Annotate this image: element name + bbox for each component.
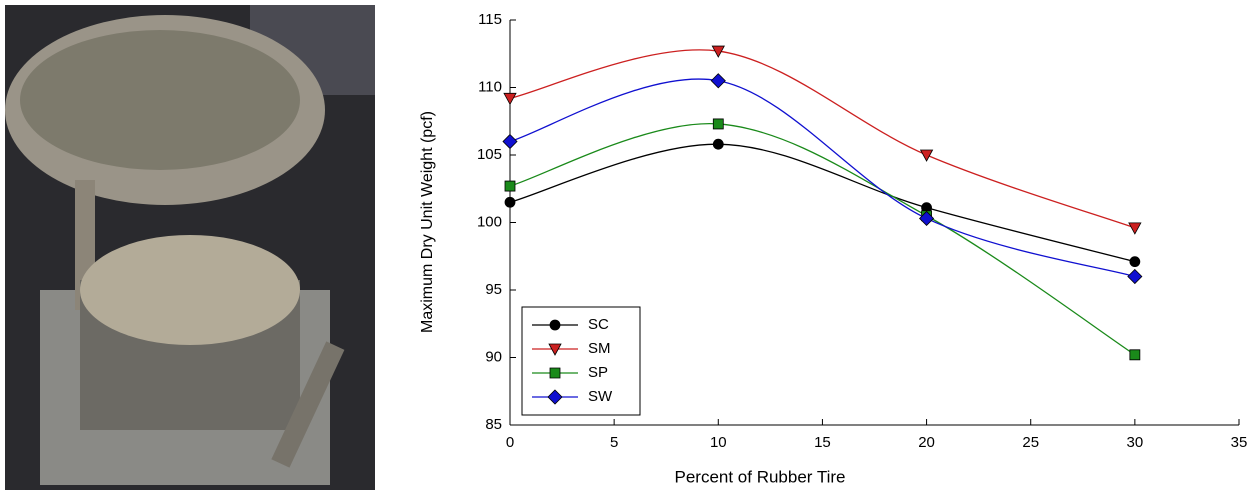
series-line: [509, 78, 1136, 278]
marker: [548, 343, 562, 356]
x-axis-label: Percent of Rubber Tire: [674, 467, 845, 486]
marker: [712, 138, 724, 150]
legend-label: SM: [588, 340, 611, 357]
marker: [504, 196, 516, 208]
x-tick-label: 5: [610, 434, 618, 451]
legend-box: [521, 306, 641, 416]
x-tick-label: 30: [1127, 434, 1144, 451]
y-tick-label: 115: [478, 11, 502, 28]
photo-soil: [20, 30, 300, 170]
marker: [710, 73, 726, 89]
series-line: [509, 123, 1136, 356]
legend: SC SM SP SW: [521, 306, 641, 416]
marker: [1128, 222, 1142, 235]
marker: [712, 118, 724, 130]
x-tick-label: 10: [710, 434, 727, 451]
legend-label: SP: [588, 364, 608, 381]
marker: [504, 180, 516, 192]
marker: [549, 367, 561, 379]
legend-label: SC: [588, 316, 609, 333]
y-tick-label: 85: [485, 416, 502, 433]
y-tick-label: 90: [485, 348, 502, 365]
y-tick-label: 110: [478, 78, 502, 95]
marker: [1127, 268, 1143, 285]
marker: [549, 319, 561, 331]
y-tick-label: 95: [485, 281, 502, 298]
marker: [919, 210, 935, 227]
y-axis-label: Maximum Dry Unit Weight (pcf): [419, 111, 436, 333]
y-tick-label: 100: [477, 213, 502, 230]
legend-label: SW: [588, 388, 613, 405]
photo-sample: [80, 235, 300, 345]
marker: [711, 45, 725, 58]
marker: [502, 133, 518, 150]
marker: [919, 149, 934, 162]
x-tick-label: 20: [918, 434, 935, 451]
series-line: [509, 143, 1136, 263]
series-line: [509, 49, 1136, 229]
marker: [1129, 256, 1141, 268]
x-tick-label: 25: [1022, 434, 1039, 451]
marker: [547, 389, 563, 405]
y-tick-label: 105: [477, 146, 502, 163]
marker: [1129, 349, 1141, 361]
x-tick-label: 0: [506, 434, 514, 451]
marker: [503, 92, 517, 106]
x-tick-label: 15: [814, 434, 831, 451]
photo: [5, 5, 375, 490]
photo-clamp: [271, 341, 345, 468]
x-tick-label: 35: [1231, 434, 1248, 451]
